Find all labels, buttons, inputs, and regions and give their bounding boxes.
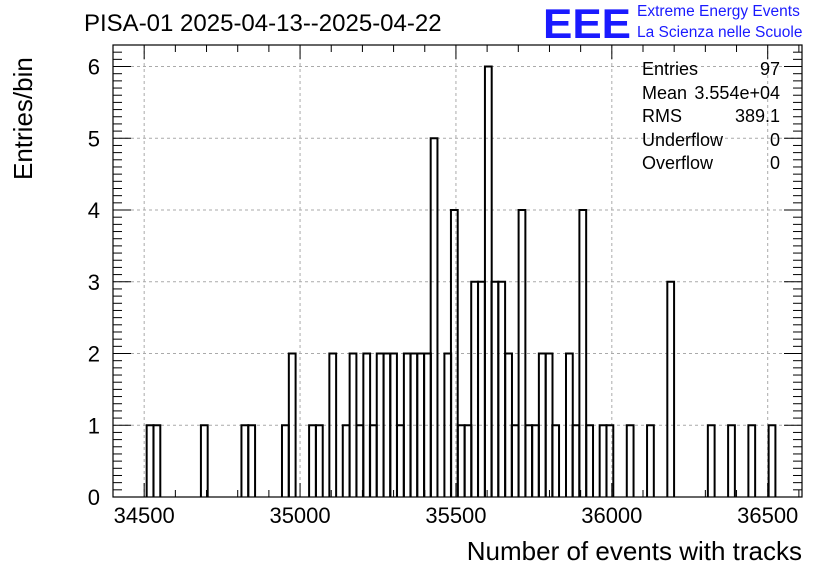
- y-tick-label: 6: [88, 55, 100, 80]
- y-tick-label: 0: [88, 485, 100, 510]
- y-tick-label: 2: [88, 342, 100, 367]
- histogram-bin: [328, 352, 338, 497]
- chart-title: PISA-01 2025-04-13--2025-04-22: [84, 10, 442, 37]
- histogram-bin: [646, 424, 655, 497]
- x-tick-label: 36500: [737, 503, 798, 528]
- logo-line-2: La Scienza nelle Scuole: [637, 24, 803, 41]
- logo-line-1: Extreme Energy Events: [637, 3, 800, 20]
- axis-tick-labels: 34500 35000 35500 36000 36500 0 1 2 3 4 5 6: [88, 55, 799, 528]
- histogram-bin: [497, 280, 507, 497]
- stats-value: 3.554e+04: [694, 82, 780, 103]
- histogram-bin: [625, 424, 635, 497]
- stats-key: RMS: [642, 106, 682, 126]
- stats-value: 0: [769, 129, 780, 150]
- histogram-bin: [747, 424, 757, 497]
- histogram-bin: [767, 424, 777, 497]
- stats-key: Entries: [642, 59, 699, 79]
- plot-frame: [112, 44, 803, 498]
- histogram-bin: [287, 352, 297, 497]
- y-tick-label: 1: [88, 413, 100, 438]
- y-tick-label: 3: [88, 270, 100, 295]
- histogram-bin: [145, 424, 155, 497]
- histogram-bin: [727, 424, 736, 497]
- histogram-bin: [152, 424, 162, 497]
- histogram-bin: [666, 280, 676, 497]
- stats-row-entries: Entries 97: [642, 58, 780, 82]
- stats-value: 0: [769, 153, 780, 173]
- histogram-bin: [199, 424, 209, 497]
- histogram-bin: [456, 424, 466, 497]
- histogram-bin: [706, 424, 716, 497]
- eee-logo-text: EEE: [543, 0, 631, 44]
- y-axis-label: Entries/bin: [8, 57, 38, 180]
- y-tick-label: 5: [88, 126, 100, 151]
- eee-logo: EEE: [543, 0, 631, 44]
- stats-row-underflow: Underflow 0: [642, 129, 780, 153]
- histogram-bin: [280, 424, 290, 497]
- stats-box: Entries 97 Mean 3.554e+04 RMS 389.1 Unde…: [642, 58, 780, 176]
- histogram-bin: [314, 424, 324, 497]
- histogram-bin: [396, 424, 405, 497]
- histogram-bin: [551, 424, 561, 497]
- x-tick-label: 36000: [581, 503, 642, 528]
- histogram-bin: [585, 424, 595, 497]
- x-tick-label: 35000: [269, 503, 330, 528]
- y-tick-label: 4: [88, 198, 100, 223]
- stats-row-rms: RMS 389.1: [642, 105, 780, 129]
- axis-ticks: [112, 44, 802, 498]
- histogram-bars: [145, 65, 777, 497]
- histogram-bin: [517, 209, 527, 497]
- histogram-bin: [429, 137, 439, 497]
- histogram-bin: [355, 424, 365, 497]
- x-tick-label: 35500: [425, 503, 486, 528]
- histogram-bin: [477, 280, 486, 497]
- histogram-bin: [578, 209, 588, 497]
- stats-key: Overflow: [642, 153, 714, 173]
- stats-key: Underflow: [642, 129, 724, 150]
- stats-key: Mean: [642, 82, 688, 103]
- x-axis-label: Number of events with tracks: [466, 536, 802, 566]
- stats-value: 389.1: [734, 106, 780, 126]
- x-tick-label: 34500: [114, 503, 175, 528]
- histogram-bin: [341, 424, 351, 497]
- histogram-bin: [247, 424, 257, 497]
- stats-row-mean: Mean 3.554e+04: [642, 82, 780, 106]
- histogram-bin: [605, 424, 615, 497]
- stats-value: 97: [759, 59, 780, 79]
- stats-row-overflow: Overflow 0: [642, 152, 780, 176]
- histogram-bin: [598, 424, 608, 497]
- histogram-bin: [240, 424, 250, 497]
- histogram-bin: [449, 209, 459, 497]
- histogram-bin: [308, 424, 317, 497]
